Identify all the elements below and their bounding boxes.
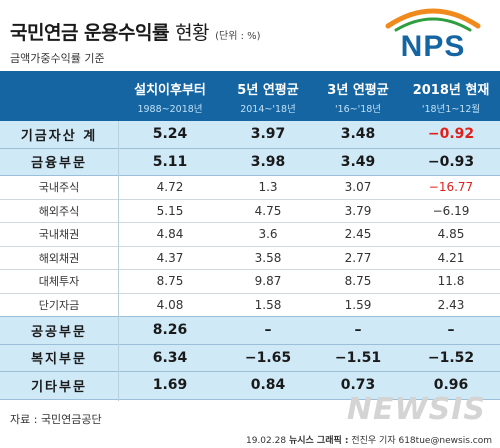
- table-cell: −16.77: [428, 180, 474, 195]
- table-cell: 2.43: [437, 297, 465, 312]
- table-cell: 2.45: [344, 227, 372, 242]
- source-note: 자료 : 국민연금공단: [10, 413, 102, 426]
- table-cell: –: [354, 322, 362, 339]
- column-header: 2018년 현재 '18년1~12월: [402, 71, 500, 121]
- table-cell: 8.75: [156, 274, 184, 289]
- table-cell: 9.87: [254, 274, 282, 289]
- logo-arc-green: [394, 17, 472, 32]
- row-label: 복지부문: [31, 352, 87, 368]
- row-label: 단기자금: [38, 298, 80, 312]
- table-cell: –: [264, 322, 272, 339]
- table-cell: 11.8: [437, 274, 465, 289]
- table-cell: 4.84: [156, 227, 184, 242]
- column-header: 3년 연평균 '16~'18년: [314, 71, 402, 121]
- column-header-label: 5년 연평균: [237, 83, 299, 98]
- nps-logo: NPS: [385, 8, 481, 62]
- table-cell: 8.26: [152, 322, 188, 339]
- table-row: 금융부문 5.11 3.98 3.49 −0.93: [0, 148, 500, 176]
- column-divider: [118, 121, 119, 401]
- column-header-sub: 1988~2018년: [137, 104, 203, 115]
- row-label: 국내채권: [38, 228, 80, 242]
- table-cell: 3.97: [250, 126, 286, 143]
- table-cell: 3.49: [340, 153, 376, 170]
- credit-name: 전진우 기자 618tue@newsis.com: [351, 436, 492, 446]
- table-cell: 3.07: [344, 180, 372, 195]
- table-cell: 3.79: [344, 203, 372, 218]
- row-label: 금융부문: [31, 156, 87, 172]
- table-row: 대체투자 8.75 9.87 8.75 11.8: [0, 270, 500, 294]
- column-header-sub: 2014~'18년: [240, 104, 296, 115]
- table-cell: −1.51: [334, 349, 382, 366]
- table-row: 단기자금 4.08 1.58 1.59 2.43: [0, 293, 500, 317]
- table-cell: 4.08: [156, 297, 184, 312]
- table-cell: 4.21: [437, 250, 465, 265]
- table-cell: −6.19: [432, 203, 470, 218]
- row-label: 기타부문: [31, 379, 87, 395]
- table-cell: 0.84: [250, 377, 286, 394]
- table-cell: 3.6: [258, 227, 278, 242]
- table-cell: 0.96: [433, 377, 469, 394]
- table-cell: 5.24: [152, 126, 188, 143]
- table-cell: 3.58: [254, 250, 282, 265]
- title-suffix: 현황: [175, 22, 210, 44]
- table-cell: 6.34: [152, 349, 188, 366]
- title-main: 국민연금 운용수익률: [10, 22, 169, 44]
- row-label: 해외주식: [38, 204, 80, 218]
- table-cell: 3.48: [340, 126, 376, 143]
- column-header-label: 설치이후부터: [134, 83, 206, 98]
- table-cell: 2.77: [344, 250, 372, 265]
- table-cell: 1.69: [152, 377, 188, 394]
- row-label: 해외채권: [38, 251, 80, 265]
- table-cell: −0.93: [427, 153, 475, 170]
- table-row: 공공부문 8.26 – – –: [0, 317, 500, 345]
- row-label: 대체투자: [38, 275, 80, 289]
- logo-text: NPS: [401, 30, 466, 62]
- page-title: 국민연금 운용수익률 현황 (단위 : %): [10, 18, 261, 45]
- table-cell: −1.52: [427, 349, 475, 366]
- column-header: 5년 연평균 2014~'18년: [222, 71, 314, 121]
- column-header-label: 3년 연평균: [327, 83, 389, 98]
- table-cell: 3.98: [250, 153, 286, 170]
- unit-label: (단위 : %): [215, 31, 261, 42]
- column-header-sub: '18년1~12월: [421, 104, 481, 115]
- credit-line: 19.02.28 뉴시스 그래픽 : 전진우 기자 618tue@newsis.…: [246, 433, 492, 446]
- table-cell: −1.65: [244, 349, 292, 366]
- table-cell: 1.3: [258, 180, 278, 195]
- table-row: 해외주식 5.15 4.75 3.79 −6.19: [0, 199, 500, 223]
- table-cell: 4.85: [437, 227, 465, 242]
- credit-org: 뉴시스 그래픽 :: [288, 436, 349, 446]
- table-cell: 4.75: [254, 203, 282, 218]
- basis-note: 금액가중수익률 기준: [10, 52, 105, 65]
- column-header-sub: '16~'18년: [334, 104, 382, 115]
- column-header: 설치이후부터 1988~2018년: [118, 71, 222, 121]
- table-row: 복지부문 6.34 −1.65 −1.51 −1.52: [0, 344, 500, 372]
- table-cell: 8.75: [344, 274, 372, 289]
- newsis-watermark: NEWSIS: [346, 392, 486, 427]
- table-header: 설치이후부터 1988~2018년 5년 연평균 2014~'18년 3년 연평…: [0, 71, 500, 121]
- table-row: 기금자산 계 5.24 3.97 3.48 −0.92: [0, 121, 500, 149]
- row-label: 기금자산 계: [20, 128, 98, 144]
- column-header-label: 2018년 현재: [412, 83, 490, 98]
- row-label: 국내주식: [38, 181, 80, 195]
- credit-date: 19.02.28: [245, 436, 287, 446]
- table-cell: 4.72: [156, 180, 184, 195]
- row-label: 공공부문: [31, 324, 87, 340]
- table-cell: 4.37: [156, 250, 184, 265]
- table-cell: 5.15: [156, 203, 184, 218]
- table-cell: −0.92: [427, 126, 475, 143]
- table-cell: 0.73: [340, 377, 376, 394]
- table-row: 국내주식 4.72 1.3 3.07 −16.77: [0, 176, 500, 200]
- table-cell: –: [447, 322, 455, 339]
- table-row: 기타부문 1.69 0.84 0.73 0.96: [0, 372, 500, 400]
- table-row: 국내채권 4.84 3.6 2.45 4.85: [0, 223, 500, 247]
- logo-arc-orange: [385, 8, 481, 29]
- table-cell: 1.59: [344, 297, 372, 312]
- table-cell: 5.11: [152, 153, 188, 170]
- table-cell: 1.58: [254, 297, 282, 312]
- table-row: 해외채권 4.37 3.58 2.77 4.21: [0, 246, 500, 270]
